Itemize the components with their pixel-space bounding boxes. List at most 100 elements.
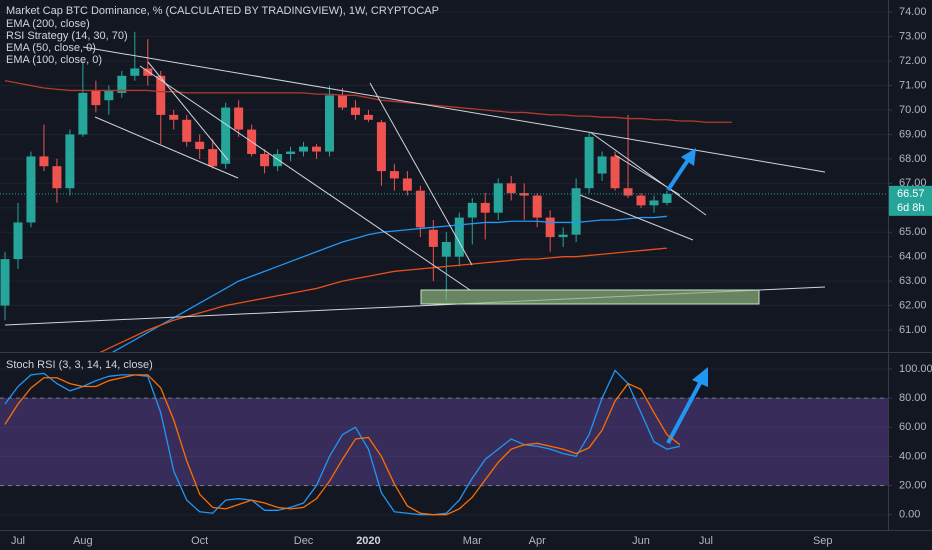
candle-body xyxy=(26,156,36,223)
candle-body xyxy=(273,154,283,167)
candle-body xyxy=(623,188,633,196)
arrow-head xyxy=(681,148,696,166)
trend-line xyxy=(369,82,473,266)
drawings xyxy=(4,46,826,326)
candle-body xyxy=(402,178,412,191)
x-tick-label: Jul xyxy=(699,535,713,547)
x-tick-label: Aug xyxy=(73,535,93,547)
candle-body xyxy=(389,171,399,179)
y-tick-label: 63.00 xyxy=(899,275,927,287)
candle-body xyxy=(234,107,244,130)
x-tick-label: Sep xyxy=(813,535,833,547)
candle-body xyxy=(428,229,438,247)
legend-entry: EMA (100, close, 0) xyxy=(6,54,102,66)
y-tick-label: 80.00 xyxy=(899,392,927,404)
candle-body xyxy=(117,75,127,93)
trend-line xyxy=(94,116,239,179)
x-tick-label: Mar xyxy=(463,535,482,547)
candle-body xyxy=(312,146,322,152)
candle-body xyxy=(299,146,309,152)
candle-body xyxy=(39,156,49,167)
labels: Market Cap BTC Dominance, % (CALCULATED … xyxy=(6,5,932,547)
candle-body xyxy=(662,193,672,203)
y-tick-label: 61.00 xyxy=(899,324,927,336)
y-tick-label: 0.00 xyxy=(899,509,920,521)
chart-title: Market Cap BTC Dominance, % (CALCULATED … xyxy=(6,5,439,17)
trend-line xyxy=(82,46,826,173)
line-series xyxy=(99,247,668,352)
x-tick-label: 2020 xyxy=(356,535,380,547)
y-tick-label: 74.00 xyxy=(899,6,927,18)
y-tick-label: 71.00 xyxy=(899,79,927,91)
stoch-marks xyxy=(4,367,708,516)
candle-body xyxy=(649,200,659,206)
candle-body xyxy=(78,92,88,135)
candle-body xyxy=(493,183,503,213)
candle-body xyxy=(286,151,296,154)
candle-body xyxy=(0,259,10,306)
y-tick-label: 64.00 xyxy=(899,251,927,263)
candle-body xyxy=(325,95,334,152)
candle-body xyxy=(182,119,192,142)
price-marks xyxy=(0,31,888,352)
candle-body xyxy=(506,183,516,194)
last-price-label: 66.57 xyxy=(897,188,925,200)
trend-line xyxy=(147,61,229,161)
y-tick-label: 68.00 xyxy=(899,153,927,165)
last-price-tag xyxy=(889,185,932,216)
legend-entry: EMA (50, close, 0) xyxy=(6,42,96,54)
line-series xyxy=(4,80,732,123)
y-tick-label: 100.00 xyxy=(899,363,932,375)
candle-body xyxy=(597,156,607,174)
candle-body xyxy=(208,149,218,167)
y-tick-label: 69.00 xyxy=(899,128,927,140)
y-tick-label: 65.00 xyxy=(899,226,927,238)
candle-body xyxy=(143,68,153,76)
countdown-label: 6d 8h xyxy=(897,202,925,214)
trend-line xyxy=(139,65,471,291)
candle-body xyxy=(13,222,23,260)
candle-body xyxy=(584,136,594,189)
arrow-head xyxy=(692,367,708,387)
trend-line xyxy=(579,194,694,241)
candle-body xyxy=(195,141,205,150)
y-tick-label: 72.00 xyxy=(899,55,927,67)
y-tick-label: 40.00 xyxy=(899,450,927,462)
y-tick-label: 60.00 xyxy=(899,421,927,433)
candle-body xyxy=(532,195,542,218)
candle-body xyxy=(454,217,464,257)
candle-body xyxy=(91,90,101,106)
x-tick-label: Jul xyxy=(11,535,25,547)
candle-body xyxy=(350,107,360,115)
y-tick-label: 70.00 xyxy=(899,104,927,116)
line-series xyxy=(4,374,681,516)
candle-body xyxy=(65,134,75,189)
candle-body xyxy=(558,234,568,238)
candle-body xyxy=(260,154,270,167)
x-tick-label: Dec xyxy=(294,535,314,547)
candle-body xyxy=(363,114,373,120)
arrow xyxy=(666,382,702,444)
candle-body xyxy=(130,68,140,76)
trend-line xyxy=(589,131,707,216)
candle-body xyxy=(52,166,62,189)
candle-body xyxy=(467,202,477,218)
y-tick-label: 20.00 xyxy=(899,479,927,491)
x-tick-label: Jun xyxy=(632,535,650,547)
legend-entry: EMA (200, close) xyxy=(6,18,90,30)
candle-body xyxy=(441,242,451,257)
candle-body xyxy=(519,193,529,196)
candle-body xyxy=(376,122,386,172)
support-zone xyxy=(420,289,760,305)
line-series xyxy=(4,369,681,516)
candle-body xyxy=(545,217,555,238)
legend-entry: RSI Strategy (14, 30, 70) xyxy=(6,30,128,42)
x-tick-label: Apr xyxy=(529,535,546,547)
y-tick-label: 73.00 xyxy=(899,31,927,43)
candle-body xyxy=(610,156,620,189)
x-tick-label: Oct xyxy=(191,535,208,547)
stoch-band xyxy=(0,397,888,487)
candle-body xyxy=(480,202,490,213)
y-tick-label: 62.00 xyxy=(899,299,927,311)
band-fill xyxy=(0,398,888,486)
